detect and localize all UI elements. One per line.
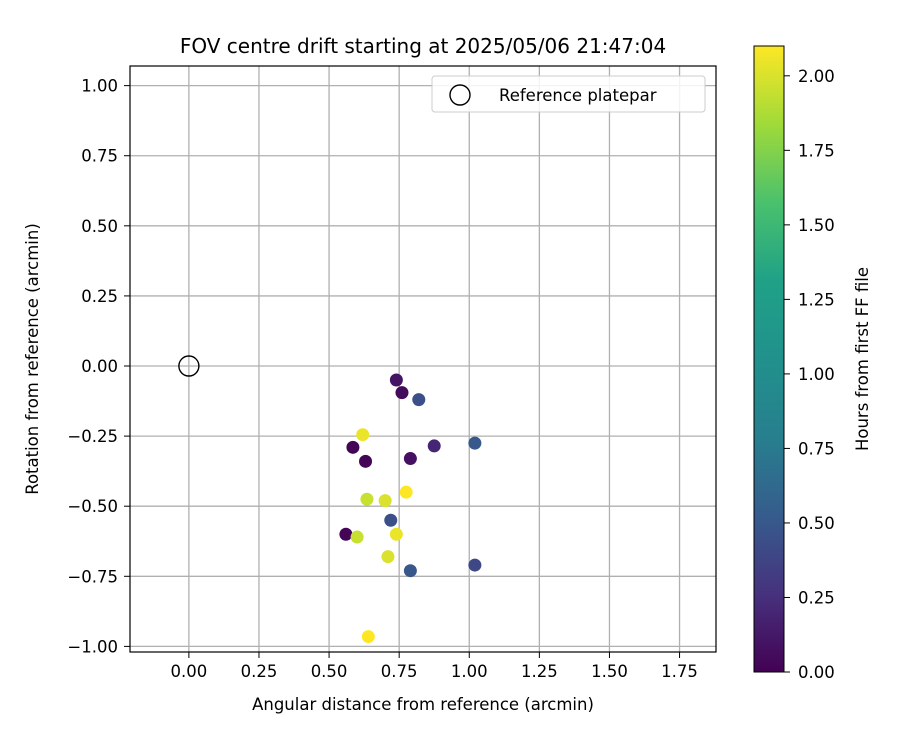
y-tick-label: −1.00 [67,637,118,656]
y-tick-label: 0.00 [81,357,118,376]
data-point [356,428,370,442]
x-tick-label: 1.00 [451,662,488,681]
colorbar-ticks: 0.00 0.25 0.50 0.75 1.00 1.25 1.50 1.75 2.00 [784,67,835,682]
legend-label: Reference platepar [499,86,657,105]
data-point [427,439,441,453]
data-point [346,440,360,454]
y-tick-label: 1.00 [81,77,118,96]
y-tick-label: −0.50 [67,497,118,516]
colorbar-tick-label: 0.00 [798,663,835,682]
y-tick-label: 0.50 [81,217,118,236]
colorbar-tick-label: 0.25 [798,588,835,607]
data-point [468,558,482,572]
grid-lines [130,66,716,652]
data-point [381,550,395,564]
data-point [350,530,364,544]
x-tick-label: 1.50 [591,662,628,681]
colorbar-tick-label: 1.50 [798,216,835,235]
colorbar-tick-label: 0.50 [798,514,835,533]
data-point [403,452,417,466]
colorbar-tick-label: 0.75 [798,439,835,458]
data-point [403,564,417,578]
data-point [468,436,482,450]
data-point [395,386,409,400]
data-point [360,492,374,506]
data-point [384,513,398,527]
colorbar-label: Hours from first FF file [853,267,872,451]
data-point [359,454,373,468]
colorbar-tick-label: 1.00 [798,365,835,384]
y-tick-label: −0.75 [67,567,118,586]
y-axis-label: Rotation from reference (arcmin) [23,223,42,495]
y-tick-label: 0.75 [81,147,118,166]
y-tick-label: 0.25 [81,287,118,306]
legend-reference-marker [449,84,471,106]
x-tick-label: 1.75 [661,662,698,681]
colorbar: 0.00 0.25 0.50 0.75 1.00 1.25 1.50 1.75 2.00 Hou… [753,45,872,682]
y-tick-label: −0.25 [67,427,118,446]
colorbar-tick-label: 1.25 [798,290,835,309]
data-point [378,494,392,508]
colorbar-tick-label: 1.75 [798,141,835,160]
legend-box [431,75,706,113]
colorbar-tick-label: 2.00 [798,67,835,86]
data-point [412,393,426,407]
colorbar-gradient [753,45,785,673]
x-tick-label: 0.00 [171,662,208,681]
data-point [389,373,403,387]
data-point [389,527,403,541]
data-point [361,630,375,644]
legend: Reference platepar [431,75,706,113]
x-axis-label: Angular distance from reference (arcmin) [252,695,594,714]
data-point [339,527,353,541]
y-axis: −1.00 −0.75 −0.50 −0.25 0.00 0.25 0.50 0.75 1.00 [67,77,130,656]
chart-title: FOV centre drift starting at 2025/05/06 … [180,34,666,58]
x-tick-label: 0.25 [241,662,278,681]
data-points [339,373,482,644]
reference-marker [178,355,200,377]
data-point [399,485,413,499]
x-tick-label: 1.25 [521,662,558,681]
x-tick-label: 0.50 [311,662,348,681]
plot-frame [129,65,717,653]
x-tick-label: 0.75 [381,662,418,681]
reference-marker-layer [178,355,200,377]
x-axis: 0.00 0.25 0.50 0.75 1.00 1.25 1.50 1.75 [171,652,698,681]
